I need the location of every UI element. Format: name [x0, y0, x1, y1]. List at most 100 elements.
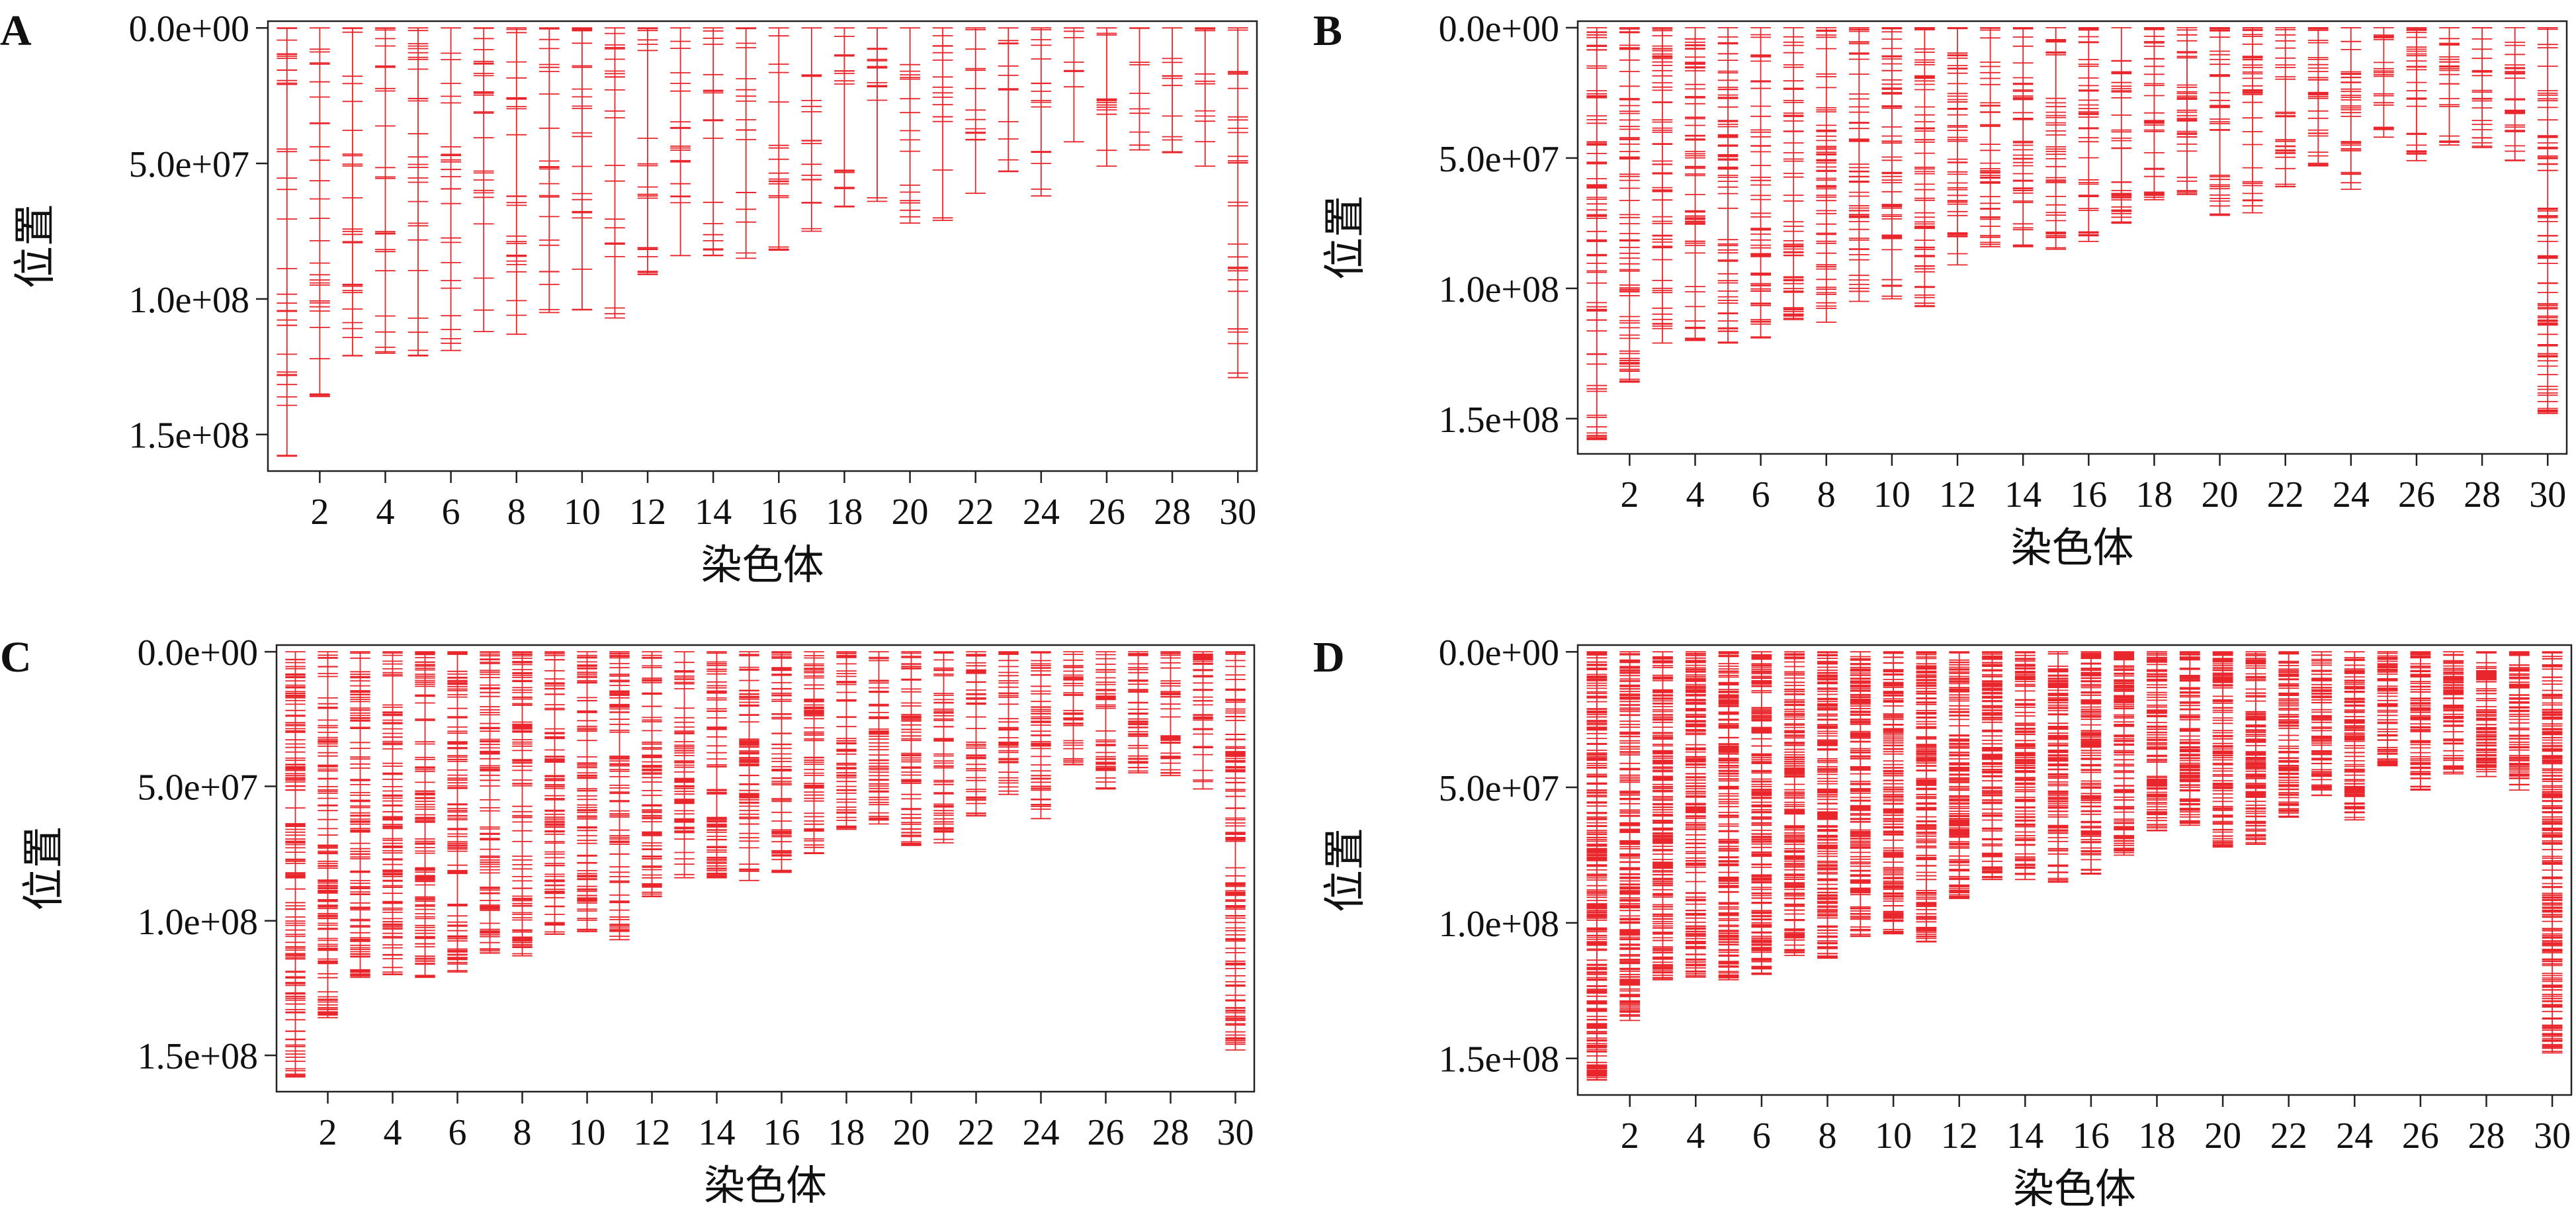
- marker-layer: [285, 651, 1246, 1078]
- chromosome-26-markers: [1095, 651, 1116, 790]
- chromosome-30-markers: [2542, 651, 2563, 1054]
- x-tick-label: 2: [1621, 1115, 1639, 1157]
- chromosome-12-markers: [637, 27, 658, 275]
- chromosome-30-markers: [1225, 651, 1246, 1051]
- panel-label: A: [0, 7, 32, 55]
- chromosome-16-markers: [768, 27, 789, 251]
- chromosome-18-markers: [834, 27, 855, 208]
- x-axis-label: 染色体: [701, 543, 824, 588]
- y-tick-label: 0.0e+00: [138, 633, 258, 674]
- x-tick-label: 24: [1023, 492, 1060, 533]
- chromosome-23-markers: [998, 27, 1019, 173]
- x-tick-label: 30: [2529, 474, 2566, 515]
- x-tick-label: 22: [958, 1112, 995, 1153]
- chromosome-5-markers: [1717, 27, 1739, 344]
- chromosome-13-markers: [670, 27, 691, 257]
- chromosome-6-markers: [441, 27, 461, 351]
- x-tick-label: 28: [2468, 1115, 2505, 1157]
- chromosome-9-markers: [539, 27, 560, 314]
- chromosome-13-markers: [1980, 27, 2000, 247]
- y-tick-label: 0.0e+00: [129, 9, 249, 50]
- chromosome-12-markers: [642, 651, 662, 898]
- x-tick-label: 28: [2464, 474, 2501, 515]
- chromosome-23-markers: [998, 651, 1019, 795]
- chromosome-4-markers: [1685, 27, 1705, 341]
- y-tick-label: 1.5e+08: [1439, 1039, 1559, 1080]
- chromosome-24-markers: [1031, 27, 1052, 197]
- plot-frame: [267, 20, 1258, 472]
- x-tick-label: 26: [2398, 474, 2435, 515]
- y-tick-label: 0.0e+00: [1439, 633, 1559, 674]
- chromosome-22-markers: [966, 651, 986, 817]
- chromosome-12-markers: [1949, 651, 1970, 899]
- x-tick-label: 6: [442, 492, 460, 533]
- chromosome-6-markers: [1751, 651, 1772, 975]
- chromosome-29-markers: [2509, 651, 2530, 791]
- x-tick-label: 8: [1817, 474, 1836, 515]
- chromosome-18-markers: [2144, 27, 2165, 200]
- x-tick-label: 2: [310, 492, 329, 533]
- x-tick-label: 26: [2402, 1115, 2439, 1157]
- panel-label: B: [1313, 7, 1342, 55]
- y-axis-label: 位置: [1322, 195, 1369, 280]
- chromosome-9-markers: [544, 651, 565, 935]
- x-tick-label: 20: [893, 1112, 930, 1153]
- x-axis-label: 染色体: [704, 1164, 827, 1209]
- x-tick-label: 26: [1088, 492, 1125, 533]
- chromosome-8-markers: [1816, 27, 1837, 323]
- chromosome-11-markers: [1914, 27, 1935, 308]
- y-tick-label: 5.0e+07: [1439, 139, 1559, 180]
- chromosome-9-markers: [1850, 651, 1871, 938]
- x-axis-label: 染色体: [2010, 526, 2133, 571]
- chromosome-7-markers: [473, 27, 494, 332]
- y-tick-label: 1.5e+08: [129, 415, 249, 457]
- x-tick-label: 2: [1620, 474, 1639, 515]
- chromosome-23-markers: [2307, 27, 2329, 167]
- x-axis: 2 4 6 8 10 12 14 16 18 20 22 24 26 28 30: [1621, 1095, 2571, 1157]
- x-tick-label: 28: [1152, 1112, 1189, 1153]
- chromosome-14-markers: [2014, 651, 2036, 881]
- x-tick-label: 2: [319, 1112, 337, 1153]
- panel-d: D2 4 6 8 10 12 14 16 18 20 22 24 26 28 30染色体0.0e+005.0…: [1313, 633, 2573, 1212]
- marker-layer: [1586, 27, 2558, 441]
- chromosome-17-markers: [804, 651, 824, 854]
- chromosome-20-markers: [900, 27, 920, 224]
- chromosome-25-markers: [1064, 27, 1084, 143]
- chromosome-24-markers: [2340, 27, 2362, 190]
- chromosome-30-markers: [1227, 27, 1248, 378]
- x-tick-label: 26: [1088, 1112, 1125, 1153]
- chromosome-15-markers: [2047, 651, 2069, 883]
- chromosome-1-markers: [277, 27, 298, 457]
- chromosome-19-markers: [869, 651, 889, 825]
- chromosome-28-markers: [1160, 651, 1181, 777]
- chromosome-3-markers: [342, 27, 363, 357]
- chromosome-13-markers: [1982, 651, 2002, 881]
- plot-frame: [275, 644, 1256, 1093]
- chromosome-19-markers: [2176, 27, 2198, 195]
- x-tick-label: 20: [2202, 474, 2239, 515]
- y-tick-label: 5.0e+07: [138, 767, 258, 808]
- x-tick-label: 18: [826, 492, 863, 533]
- panel-a: A2 4 6 8 10 12 14 16 18 20 22 24 26 28 30染色体0.0e+005.0…: [0, 7, 1258, 588]
- x-tick-label: 4: [376, 492, 394, 533]
- chromosome-27-markers: [1128, 651, 1148, 773]
- y-tick-label: 1.0e+08: [138, 902, 258, 943]
- y-tick-label: 1.5e+08: [138, 1036, 258, 1077]
- chromosome-21-markers: [2242, 27, 2263, 214]
- chromosome-5-markers: [408, 27, 429, 357]
- x-tick-label: 10: [569, 1112, 606, 1153]
- x-tick-label: 12: [634, 1112, 671, 1153]
- x-tick-label: 12: [1939, 474, 1976, 515]
- chromosome-20-markers: [2210, 27, 2230, 216]
- y-tick-label: 1.0e+08: [129, 280, 249, 321]
- chromosome-28-markers: [1162, 27, 1183, 153]
- chromosome-14-markers: [703, 27, 724, 257]
- chromosome-21-markers: [2245, 651, 2266, 845]
- chromosome-18-markers: [2147, 651, 2167, 832]
- chromosome-16-markers: [2081, 651, 2102, 875]
- x-tick-label: 28: [1154, 492, 1191, 533]
- x-tick-label: 8: [507, 492, 526, 533]
- chromosome-11-markers: [1916, 651, 1937, 943]
- chromosome-14-markers: [2012, 27, 2034, 247]
- x-tick-label: 16: [2070, 474, 2107, 515]
